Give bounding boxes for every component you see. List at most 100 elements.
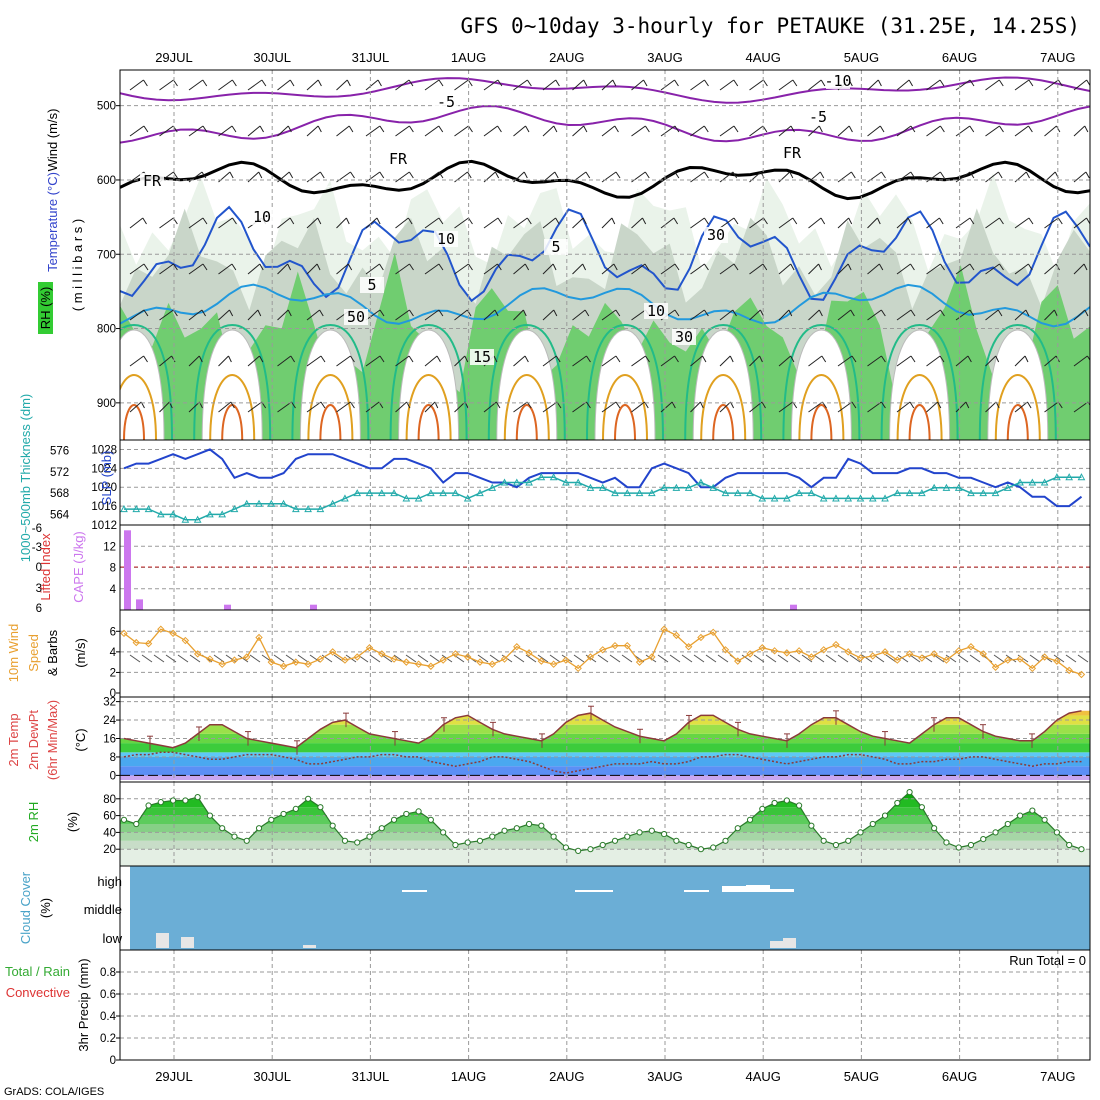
wind-barb-flag: [910, 309, 916, 317]
contour-label-bg: [806, 109, 830, 125]
wind-barb-flag: [999, 217, 1004, 225]
surface-barb: [813, 654, 825, 663]
wind-barb: [837, 171, 852, 183]
contour-20: [602, 373, 648, 440]
wind-barb-flag: [350, 171, 355, 179]
wind-barb-flag: [1025, 171, 1030, 179]
wind-barb: [218, 79, 233, 91]
surface-barb: [297, 654, 309, 663]
surface-barb: [141, 654, 153, 663]
wind-speed-point: [611, 641, 619, 650]
contour-label-bg: [386, 151, 410, 167]
wind-barb: [896, 217, 909, 229]
wind-barb: [749, 125, 764, 137]
wind-barb: [1073, 217, 1087, 229]
rh-point: [943, 839, 950, 846]
rh-tick: 60: [103, 811, 116, 823]
wind-barb-flag: [586, 401, 591, 409]
pressure-axis: 500 600 700 800 900: [97, 101, 120, 410]
rh-point: [624, 833, 631, 840]
surface-barb: [525, 654, 537, 663]
date-label-top: 30JUL: [253, 50, 291, 65]
rh-tick: 20: [103, 844, 116, 856]
dewpoint-line: [123, 751, 1082, 774]
wind-speed-point: [574, 664, 582, 673]
wind-barb-flag: [643, 79, 648, 87]
wind-barb-flag: [820, 217, 826, 225]
rh-point: [440, 829, 447, 836]
precip-panel: 0.8 0.6 0.4 0.2 0 Run Total = 0 3hr Precip (…: [5, 949, 1091, 1067]
surface-barb: [609, 654, 621, 663]
wind-barb-flag: [1086, 355, 1090, 362]
wind-barb-flag: [729, 355, 734, 363]
wind10-axis-label: 10m Wind: [6, 624, 21, 683]
wind-barb: [808, 125, 820, 137]
rh-point: [575, 847, 582, 854]
wind-barb-flag: [586, 355, 591, 363]
cape-bar: [224, 604, 231, 610]
wind-barb: [601, 217, 613, 229]
thickness-point: [562, 478, 570, 486]
thickness-point: [979, 489, 988, 497]
surface-barb: [573, 654, 585, 663]
thickness-point: [304, 505, 312, 513]
wind-barb-flag: [613, 263, 618, 271]
wind-barb: [454, 263, 469, 275]
wind-barb: [778, 309, 790, 321]
wind-barb-flag: [851, 355, 857, 363]
wind-barb: [218, 263, 233, 275]
thickness-tick: 576: [50, 446, 69, 458]
rh-point: [967, 841, 975, 849]
contour-15: [978, 323, 1057, 440]
rh-point: [280, 810, 287, 818]
thickness-slp-lines: [120, 448, 1086, 523]
contour-label: -5: [437, 93, 455, 111]
wind-barb: [926, 217, 940, 229]
wind-barb-flag: [526, 217, 532, 225]
rh-humidity-fill: [120, 173, 1090, 440]
wind-barb: [454, 401, 466, 413]
cloud-unit-label: (%): [38, 898, 53, 918]
li-tick: 6: [36, 603, 42, 615]
cloud-tick: low: [102, 931, 122, 946]
surface-barb: [321, 654, 333, 663]
contour-20: [798, 373, 845, 440]
surface-barb: [165, 654, 177, 663]
wind-barb-flag: [585, 171, 591, 179]
wind-barb-flag: [464, 355, 469, 363]
temp-line: [123, 710, 1082, 749]
wind-barb: [896, 401, 911, 413]
run-total: Run Total = 0: [1009, 953, 1086, 968]
wind-barb-flag: [142, 217, 147, 225]
wind-barb: [660, 79, 675, 91]
rh-point: [820, 837, 827, 844]
thickness-point: [930, 483, 938, 491]
wind-barb-flag: [615, 401, 621, 409]
wind-barb-flag: [759, 355, 763, 363]
wind-speed-point: [721, 646, 730, 654]
wind-barb-flag: [553, 309, 558, 317]
pressure-tick: 800: [97, 324, 116, 336]
thickness-axis-label: 1000~500mb Thickness (dm): [18, 394, 33, 563]
cloud-axis-label: Cloud Cover: [18, 871, 33, 944]
wind-barb-flag: [346, 79, 351, 87]
thickness-point: [353, 489, 362, 497]
thickness-line: [124, 476, 1082, 521]
wind-barb-flag: [1027, 401, 1032, 409]
surface-barb: [1065, 654, 1077, 663]
wind-barb-flag: [910, 125, 916, 133]
chart-title: GFS 0~10day 3-hourly for PETAUKE (31.25E…: [460, 14, 1080, 38]
wind-barb-flag: [379, 263, 384, 271]
contour-label: 10: [253, 208, 271, 226]
thickness-point: [1003, 483, 1012, 491]
wind-barb-flag: [818, 263, 822, 271]
wind-barb: [778, 217, 794, 229]
wind-tick: 0: [110, 688, 116, 700]
thickness-point: [672, 483, 681, 491]
wind-barb: [808, 309, 820, 321]
wind-barb: [188, 309, 203, 321]
surface-barb: [1029, 654, 1041, 663]
thickness-point: [647, 489, 656, 497]
dry-column: [790, 329, 852, 440]
wind-barb-flag: [526, 79, 532, 87]
